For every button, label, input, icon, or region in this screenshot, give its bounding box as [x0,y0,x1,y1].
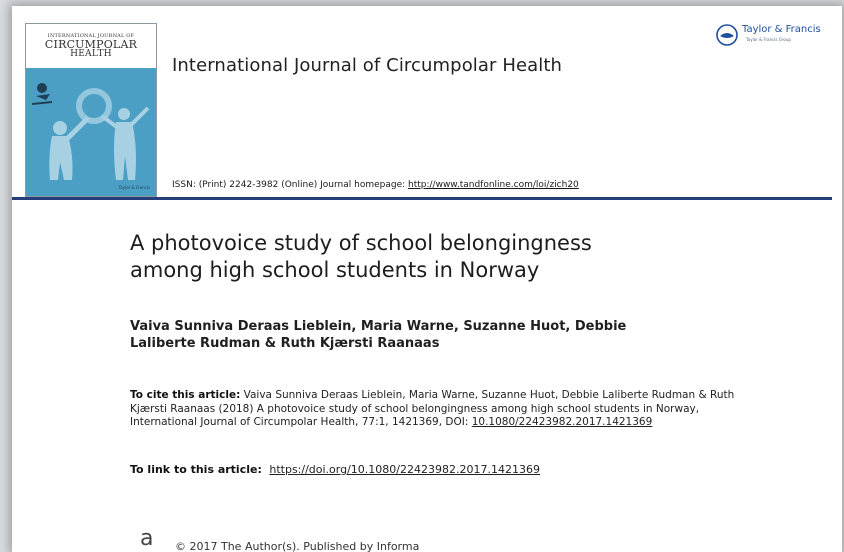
issn-line: ISSN: (Print) 2242-3982 (Online) Journal… [172,180,579,190]
cite-label: To cite this article: [130,389,241,401]
pdf-page: INTERNATIONAL JOURNAL OF CIRCUMPOLAR HEA… [12,6,842,552]
article-doi-link[interactable]: https://doi.org/10.1080/22423982.2017.14… [269,463,540,476]
citation-block: To cite this article: Vaiva Sunniva Dera… [130,389,740,430]
article-title: A photovoice study of school belongingne… [130,230,730,284]
cover-figures-icon [31,83,150,180]
publisher-name: Taylor & Francis [742,24,821,35]
article-title-line2: among high school students in Norway [130,258,540,282]
authors-line2: Laliberte Rudman & Ruth Kjærsti Raanaas [130,336,440,351]
cover-illustration: Taylor & Francis [26,68,156,196]
header-divider [12,197,832,200]
copyright-notice: © 2017 The Author(s). Published by Infor… [175,540,420,552]
journal-cover: INTERNATIONAL JOURNAL OF CIRCUMPOLAR HEA… [25,23,157,197]
authors-line1: Vaiva Sunniva Deraas Lieblein, Maria War… [130,319,627,334]
globe-icon [716,24,738,46]
article-link-line: To link to this article: https://doi.org… [130,463,540,476]
publisher-group: Taylor & Francis Group [746,37,791,42]
article-title-line1: A photovoice study of school belongingne… [130,231,592,255]
cover-title-line1: CIRCUMPOLAR [44,38,138,51]
journal-title: International Journal of Circumpolar Hea… [172,55,563,76]
open-access-icon: a [140,526,154,551]
cover-supertitle: INTERNATIONAL JOURNAL OF [47,33,135,39]
cite-text: Vaiva Sunniva Deraas Lieblein, Maria War… [130,389,735,428]
cover-header: INTERNATIONAL JOURNAL OF CIRCUMPOLAR HEA… [26,24,156,76]
cite-doi-link[interactable]: 10.1080/22423982.2017.1421369 [471,416,653,428]
publisher-logo: Taylor & Francis Taylor & Francis Group [716,22,826,52]
journal-homepage-link[interactable]: http://www.tandfonline.com/loi/zich20 [408,180,579,190]
issn-text: ISSN: (Print) 2242-3982 (Online) Journal… [172,180,406,190]
cover-publisher-mark: Taylor & Francis [118,185,151,190]
article-authors: Vaiva Sunniva Deraas Lieblein, Maria War… [130,318,770,352]
cover-title-line2: HEALTH [70,49,112,59]
link-label: To link to this article: [130,463,262,476]
